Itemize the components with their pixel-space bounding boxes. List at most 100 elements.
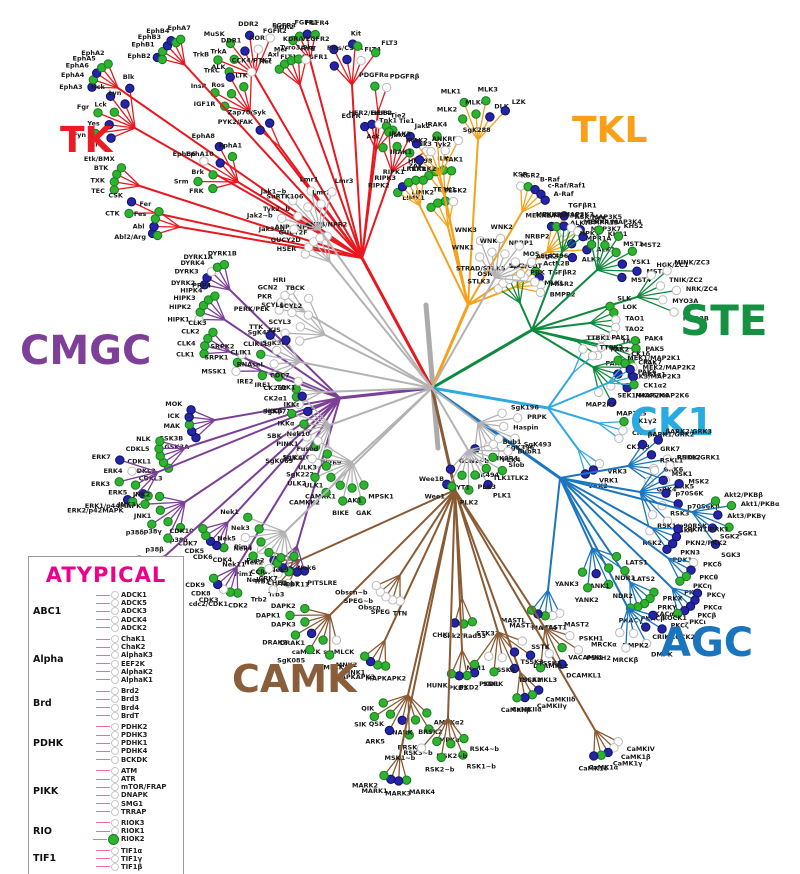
kinase-dot-CaMK1δ — [589, 751, 599, 761]
kinase-label-BRSK2: BRSK2 — [418, 728, 442, 736]
leaf-branch-camk — [544, 627, 563, 665]
kinase-label-ALK4: ALK4 — [544, 211, 563, 219]
leaf-branch-camk — [493, 631, 499, 673]
kinase-label-IKKα: IKKα — [278, 420, 295, 428]
kinase-dot-PKD2 — [462, 670, 472, 681]
kinase-label-SSTK: SSTK — [531, 643, 551, 651]
legend-member-EEF2K: EEF2K — [73, 659, 179, 668]
kinase-label-SgK223: SgK223 — [286, 471, 314, 479]
kinase-dot-MLK3 — [481, 96, 491, 106]
cluster-branch-other — [284, 387, 433, 533]
leaf-branch-tkl — [415, 142, 441, 177]
kinase-dot-TTBK1 — [578, 344, 588, 354]
kinase-label-Jak2: Jak2 — [414, 122, 431, 130]
kinase-dot-Jak3~b — [289, 224, 299, 234]
legend-group-ABC1: ABC1 ADCK1 ADCK5 ADCK3 ADCK4 ADCK2 — [33, 591, 179, 632]
kinase-label-PKN2/PRK2: PKN2/PRK2 — [685, 539, 726, 547]
kinase-label-ERK4: ERK4 — [103, 467, 122, 475]
kinase-label-p38γ: p38γ — [144, 528, 163, 536]
kinase-label-SgK069: SgK069 — [265, 457, 293, 465]
kinase-label-Fes: Fes — [134, 210, 147, 218]
leaf-branch-other — [311, 458, 353, 463]
kinase-dot-p70S6K — [661, 488, 671, 498]
legend-node-dot — [111, 775, 119, 784]
kinase-label-CHK1: CHK1 — [432, 631, 452, 639]
kinase-label-Ros: Ros — [211, 81, 224, 89]
legend-node-dot — [111, 783, 119, 792]
kinase-dot-RSK4~b — [459, 733, 469, 744]
kinase-label-Nek9: Nek9 — [270, 566, 289, 574]
legend-member-label: RIOK2 — [121, 835, 145, 844]
kinase-dot-Lyn — [120, 99, 130, 109]
kinase-dot-MAP2K5 — [607, 397, 617, 408]
kinase-label-PKCγ: PKCγ — [707, 591, 726, 599]
kinase-label-ASK/MAP3K5: ASK/MAP3K5 — [575, 213, 623, 221]
kinase-dot-DDR2 — [244, 30, 255, 41]
kinase-label-MAP3K7: MAP3K7 — [591, 225, 621, 233]
kinase-label-SEK1/MAP2K4: SEK1/MAP2K4 — [617, 392, 669, 400]
kinase-dot-RSK1/p90RSK — [647, 510, 658, 520]
kinase-dot-IRAK3 — [411, 138, 422, 149]
kinase-label-MSSK1: MSSK1 — [201, 367, 227, 375]
leaf-branch-ste — [596, 235, 620, 271]
kinase-label-Tpl2/COT: Tpl2/COT — [509, 262, 543, 270]
kinase-label-PITSLRE: PITSLRE — [307, 579, 337, 587]
kinase-label-TTK: TTK — [249, 323, 264, 331]
kinase-label-TBCK: TBCK — [286, 284, 306, 292]
kinase-dot-ERK2/p42MAPK — [127, 496, 138, 507]
kinase-dot-YANK3 — [577, 567, 588, 577]
kinase-label-PKR: PKR — [257, 293, 272, 301]
kinase-dot-MLK4 — [471, 109, 481, 119]
family-label-ste: STE — [680, 296, 768, 345]
kinase-label-ROR1: ROR1 — [250, 34, 271, 42]
kinase-label-Wee1: Wee1 — [425, 493, 446, 501]
leaf-branch-other — [247, 516, 286, 533]
kinase-label-EphA2: EphA2 — [81, 49, 104, 57]
kinase-label-VRK2: VRK2 — [588, 482, 608, 490]
kinase-label-YANK3: YANK3 — [554, 580, 579, 588]
kinase-label-Nek5: Nek5 — [217, 535, 236, 543]
kinase-label-Lmr3: Lmr3 — [335, 177, 354, 185]
legend-branch-line — [96, 602, 110, 604]
legend-node-dot — [111, 675, 119, 684]
leaf-branch-agc — [627, 439, 659, 467]
kinase-label-LTK: LTK — [235, 72, 248, 80]
kinase-label-smMLCK: smMLCK — [323, 648, 355, 656]
kinase-dot-Nek4 — [256, 537, 266, 547]
kinase-label-ActR2B: ActR2B — [543, 259, 570, 267]
kinase-label-CDK4: CDK4 — [212, 556, 232, 564]
kinase-label-MEK2/MAP2K2: MEK2/MAP2K2 — [642, 363, 695, 371]
kinase-dot-RSK1~b — [458, 750, 468, 760]
kinase-label-TTBK2: TTBK2 — [600, 344, 624, 352]
legend-node-dot — [111, 711, 119, 720]
kinase-label-MINK/ZC3: MINK/ZC3 — [674, 258, 710, 266]
kinase-label-Chk2/Rad53: Chk2/Rad53 — [442, 632, 486, 640]
kinase-label-PSKH1: PSKH1 — [579, 635, 604, 643]
kinase-label-PKCδ: PKCδ — [703, 560, 722, 568]
legend-member-label: DNAPK — [121, 791, 148, 800]
kinase-dot-Jak2~b — [277, 213, 287, 223]
kinase-label-CLK3: CLK3 — [188, 319, 206, 327]
kinase-dot-TLK1 — [481, 463, 491, 474]
legend-node-dot — [111, 722, 119, 731]
kinase-label-SgK110: SgK110 — [282, 453, 310, 461]
legend-member-ATR: ATR — [73, 775, 179, 784]
kinase-dot-CK1δ — [620, 358, 630, 369]
kinase-label-Yes: Yes — [86, 120, 100, 128]
kinase-dot-HRI — [286, 285, 296, 295]
kinase-dot-Akt1/PKBα — [726, 500, 737, 511]
kinase-dot-Jak2 — [405, 131, 415, 142]
kinase-label-PAK1: PAK1 — [611, 333, 630, 341]
kinase-label-RSKL1: RSKL1 — [660, 457, 684, 465]
kinase-label-ALK2: ALK2 — [582, 256, 601, 264]
legend-group-label: PDHK — [33, 737, 64, 749]
legend-branch-line — [96, 850, 110, 852]
kinase-label-QIK: QIK — [361, 705, 375, 713]
kinase-label-SIK: SIK — [354, 720, 367, 728]
kinase-label-RYK: RYK — [301, 44, 316, 52]
kinase-dot-TNIK/ZC2 — [655, 281, 666, 291]
legend-member-ADCK5: ADCK5 — [73, 599, 179, 608]
kinase-dot-PDGFRβ — [381, 82, 392, 93]
leaf-branch-tk — [391, 135, 411, 173]
kinase-dot-TAO3 — [608, 329, 619, 340]
